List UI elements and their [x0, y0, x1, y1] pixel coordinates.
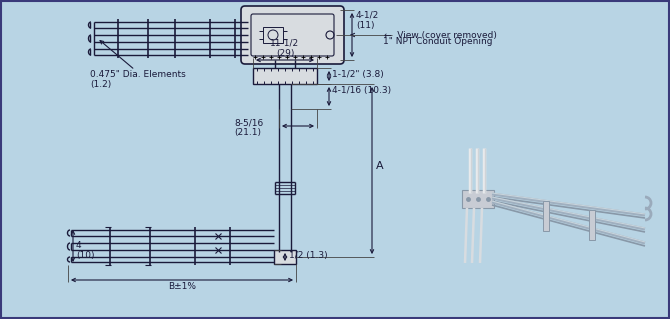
Text: 11-1/2
(29): 11-1/2 (29) [271, 39, 299, 58]
Text: 4-1/16 (10.3): 4-1/16 (10.3) [332, 86, 391, 95]
Text: A: A [376, 161, 384, 171]
Text: ←  View (cover removed): ← View (cover removed) [384, 31, 497, 40]
Text: 0.475" Dia. Elements
(1.2): 0.475" Dia. Elements (1.2) [90, 70, 186, 89]
Bar [253, 68, 317, 84]
FancyBboxPatch shape [241, 6, 344, 64]
Text: 1/2 (1.3): 1/2 (1.3) [289, 251, 328, 260]
Text: 4-1/2
(11): 4-1/2 (11) [356, 11, 379, 30]
Text: 4
(10): 4 (10) [76, 241, 94, 260]
Bar [462, 190, 494, 208]
Text: 1-1/2" (3.8): 1-1/2" (3.8) [332, 70, 384, 79]
Bar [543, 201, 549, 231]
Text: 1" NPT Conduit Opening: 1" NPT Conduit Opening [383, 37, 492, 46]
Text: 8-5/16
(21.1): 8-5/16 (21.1) [234, 118, 263, 137]
Bar [589, 210, 595, 240]
Bar [274, 250, 296, 264]
Text: B±1%: B±1% [168, 282, 196, 291]
Bar [263, 27, 283, 43]
